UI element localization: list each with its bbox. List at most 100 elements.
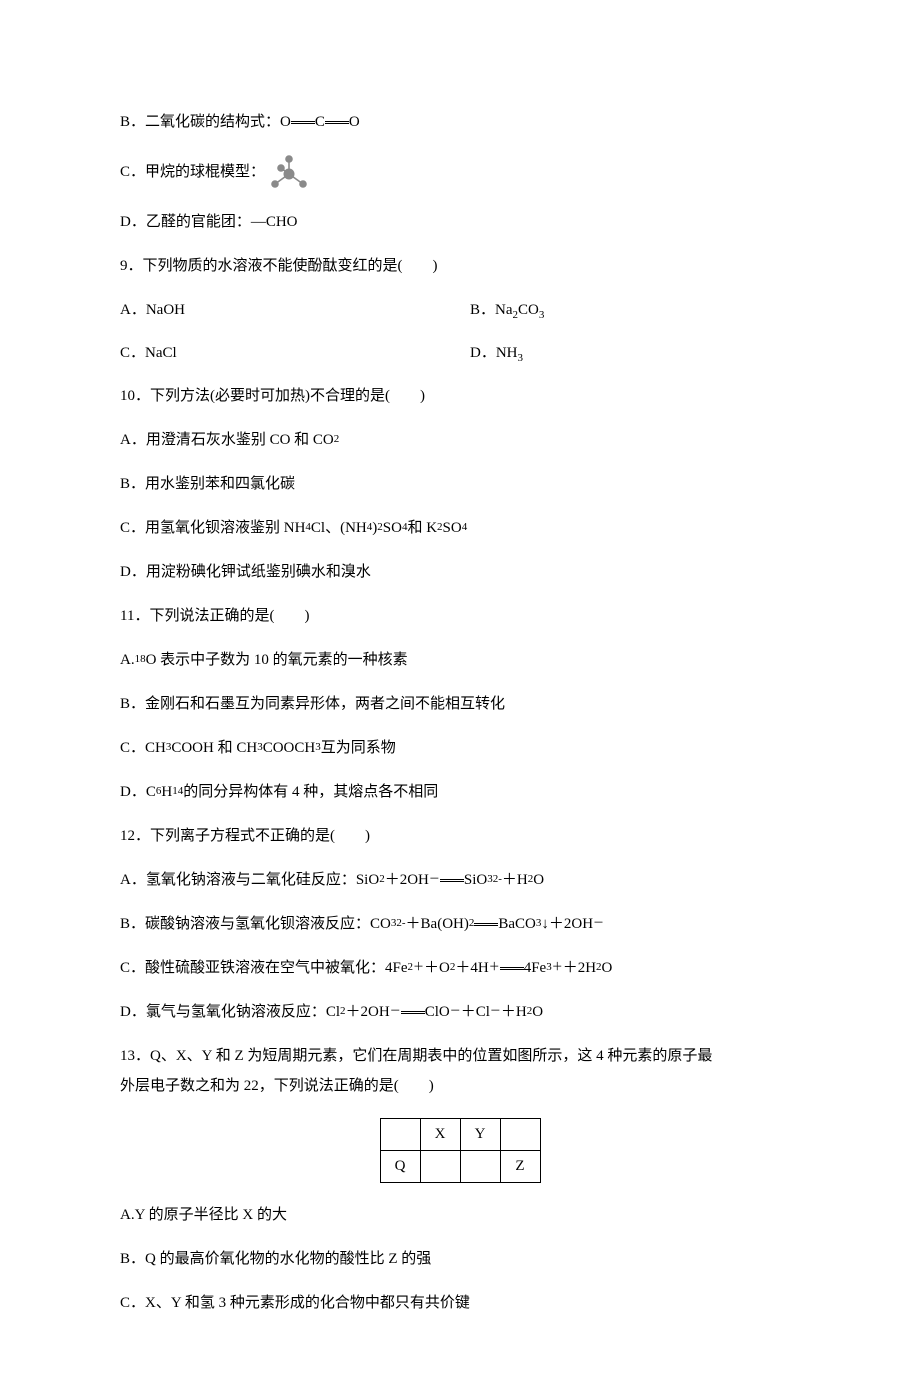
q10c-p4: SO — [383, 516, 402, 540]
q9-a: A．NaOH — [120, 298, 470, 321]
cell-x: X — [420, 1119, 460, 1151]
table-row: X Y — [380, 1119, 540, 1151]
q9d-pre: D．NH — [470, 345, 518, 361]
q13-stem-1: 13．Q、X、Y 和 Z 为短周期元素，它们在周期表中的位置如图所示，这 4 种… — [120, 1044, 800, 1068]
q12b-sup2: － — [593, 915, 604, 933]
q12-stem: 12．下列离子方程式不正确的是( ) — [120, 824, 800, 848]
q11d-p1: D．C — [120, 780, 156, 804]
q12d-p2: ＋2OH — [346, 1000, 390, 1024]
q10-stem: 10．下列方法(必要时可加热)不合理的是( ) — [120, 384, 800, 408]
q12a-p2: ＋2OH — [385, 868, 429, 892]
equals-icon — [500, 961, 524, 976]
q12c-sup3: 3＋ — [546, 959, 563, 977]
q12d-p4: ＋Cl — [461, 1000, 490, 1024]
q12b-p2: ＋Ba(OH) — [406, 912, 469, 936]
q10a-sub: 2 — [334, 431, 340, 449]
q11-c: C．CH3COOH 和 CH3COOCH3 互为同系物 — [120, 736, 800, 760]
q12a-p3: SiO — [464, 868, 487, 892]
q13-b: B．Q 的最高价氧化物的水化物的酸性比 Z 的强 — [120, 1247, 800, 1271]
opt-d-text: D．乙醛的官能团：—CHO — [120, 210, 298, 234]
q13a-opt: A.Y 的原子半径比 X 的大 — [120, 1203, 287, 1227]
q12-d: D．氯气与氢氧化钠溶液反应：Cl2＋2OH－ClO－＋Cl－＋H2O — [120, 1000, 800, 1024]
opt-c-text: C．甲烷的球棍模型： — [120, 160, 265, 184]
q9b-sub2: 3 — [539, 309, 545, 321]
q12a-sup2: 2- — [493, 871, 502, 889]
q9b-pre: B．Na — [470, 302, 513, 318]
q11-a: A.18O 表示中子数为 10 的氧元素的一种核素 — [120, 648, 800, 672]
periodic-table-fragment: X Y Q Z — [380, 1118, 541, 1183]
q12d-p3: ClO — [425, 1000, 450, 1024]
q11c-p4: 互为同系物 — [321, 736, 396, 760]
q12c-sup1: 2＋ — [408, 959, 425, 977]
q12d-sup2: － — [450, 1003, 461, 1021]
q9-row1: A．NaOH B．Na2CO3 — [120, 298, 800, 321]
q10c-p1: C．用氢氧化钡溶液鉴别 NH — [120, 516, 305, 540]
q11c-p3: COOCH — [263, 736, 316, 760]
q12a-p1: A．氢氧化钠溶液与二氧化硅反应：SiO — [120, 868, 379, 892]
q13-stem-2: 外层电子数之和为 22，下列说法正确的是( ) — [120, 1074, 800, 1098]
cell-y: Y — [460, 1119, 500, 1151]
cell-empty — [380, 1119, 420, 1151]
q9-b: B．Na2CO3 — [470, 298, 544, 321]
q10a-pre: A．用澄清石灰水鉴别 CO 和 CO — [120, 428, 334, 452]
q13c-opt: C．X、Y 和氢 3 种元素形成的化合物中都只有共价键 — [120, 1291, 470, 1315]
cell-z: Z — [500, 1151, 540, 1183]
q10-text: 10．下列方法(必要时可加热)不合理的是( ) — [120, 384, 425, 408]
q12c-p6: O — [602, 956, 613, 980]
q12c-p2: ＋O — [424, 956, 450, 980]
option-b: B．二氧化碳的结构式：O C O — [120, 110, 800, 134]
q12d-p5: ＋H — [501, 1000, 527, 1024]
q9-d: D．NH3 — [470, 341, 523, 364]
q10d-text: D．用淀粉碘化钾试纸鉴别碘水和溴水 — [120, 560, 371, 584]
q12c-sup2: ＋ — [489, 959, 500, 977]
q12-a: A．氢氧化钠溶液与二氧化硅反应：SiO2＋2OH－SiO32-＋H2O — [120, 868, 800, 892]
equals-icon — [401, 1005, 425, 1020]
option-c: C．甲烷的球棍模型： — [120, 154, 800, 190]
q9-row2: C．NaCl D．NH3 — [120, 341, 800, 364]
q13b-opt: B．Q 的最高价氧化物的水化物的酸性比 Z 的强 — [120, 1247, 431, 1271]
q11-d: D．C6H14 的同分异构体有 4 种，其熔点各不相同 — [120, 780, 800, 804]
q12-b: B．碳酸钠溶液与氢氧化钡溶液反应：CO32-＋Ba(OH)2BaCO3↓＋2OH… — [120, 912, 800, 936]
q11b-text: B．金刚石和石墨互为同素异形体，两者之间不能相互转化 — [120, 692, 505, 716]
opt-b-mid: C — [315, 110, 325, 134]
table-row: Q Z — [380, 1151, 540, 1183]
q10c-p2: Cl、(NH — [311, 516, 367, 540]
q11a-post: O 表示中子数为 10 的氧元素的一种核素 — [146, 648, 408, 672]
q9-c: C．NaCl — [120, 341, 470, 364]
q10-b: B．用水鉴别苯和四氯化碳 — [120, 472, 800, 496]
q11c-p2: COOH 和 CH — [171, 736, 257, 760]
cell-empty — [500, 1119, 540, 1151]
q10c-p5: 和 K — [407, 516, 437, 540]
option-d: D．乙醛的官能团：—CHO — [120, 210, 800, 234]
q10b-text: B．用水鉴别苯和四氯化碳 — [120, 472, 295, 496]
q11-b: B．金刚石和石墨互为同素异形体，两者之间不能相互转化 — [120, 692, 800, 716]
q10-a: A．用澄清石灰水鉴别 CO 和 CO2 — [120, 428, 800, 452]
q9-text: 9．下列物质的水溶液不能使酚酞变红的是( ) — [120, 254, 438, 278]
q12c-p1: C．酸性硫酸亚铁溶液在空气中被氧化：4Fe — [120, 956, 408, 980]
q13b-text: 外层电子数之和为 22，下列说法正确的是( ) — [120, 1074, 434, 1098]
cell-empty — [420, 1151, 460, 1183]
q9d-sub: 3 — [518, 352, 524, 364]
equals-icon — [474, 917, 498, 932]
q11a-pre: A. — [120, 648, 135, 672]
q13a-text: 13．Q、X、Y 和 Z 为短周期元素，它们在周期表中的位置如图所示，这 4 种… — [120, 1044, 712, 1068]
q12-text: 12．下列离子方程式不正确的是( ) — [120, 824, 370, 848]
q12c-p3: ＋4H — [455, 956, 488, 980]
q12b-p1: B．碳酸钠溶液与氢氧化钡溶液反应：CO — [120, 912, 391, 936]
q13-c: C．X、Y 和氢 3 种元素形成的化合物中都只有共价键 — [120, 1291, 800, 1315]
q12b-p3: BaCO — [498, 912, 536, 936]
q12d-p1: D．氯气与氢氧化钠溶液反应：Cl — [120, 1000, 340, 1024]
q12d-sup3: － — [490, 1003, 501, 1021]
q11-text: 11．下列说法正确的是( ) — [120, 604, 309, 628]
q11a-sup: 18 — [135, 651, 146, 669]
q11c-p1: C．CH — [120, 736, 166, 760]
q13-a: A.Y 的原子半径比 X 的大 — [120, 1203, 800, 1227]
q12a-p5: O — [533, 868, 544, 892]
q10c-s6: 4 — [462, 519, 468, 537]
cell-empty — [460, 1151, 500, 1183]
q9-stem: 9．下列物质的水溶液不能使酚酞变红的是( ) — [120, 254, 800, 278]
q10-c: C．用氢氧化钡溶液鉴别 NH4Cl、(NH4)2SO4 和 K2SO4 — [120, 516, 800, 540]
q11-stem: 11．下列说法正确的是( ) — [120, 604, 800, 628]
q12a-sup1: － — [429, 871, 440, 889]
q9b-mid: CO — [518, 302, 539, 318]
